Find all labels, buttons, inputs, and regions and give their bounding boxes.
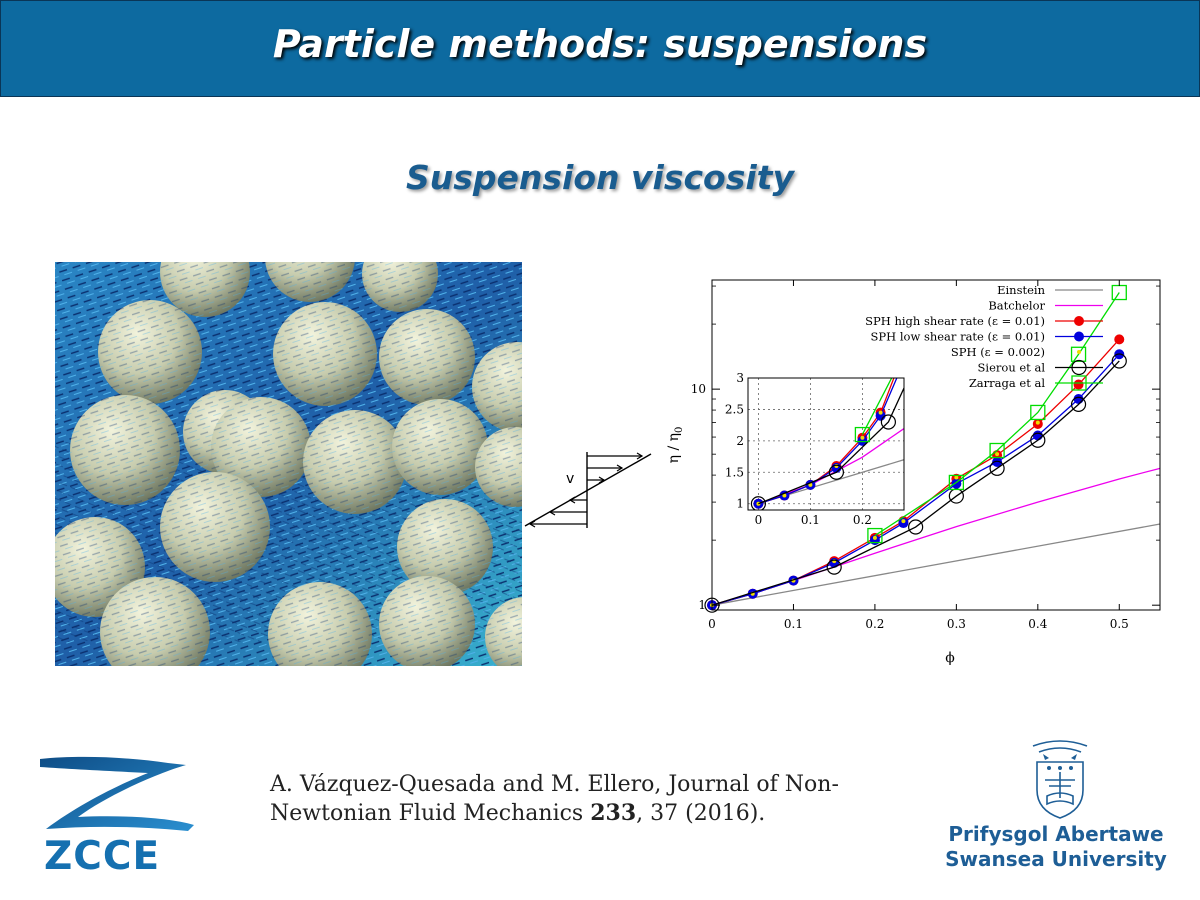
- inset-series-line-0: [758, 459, 904, 505]
- x-tick-label: 0.3: [947, 617, 966, 631]
- zcce-logo-text: ZCCE: [44, 834, 161, 879]
- inset-x-tick-label: 0: [755, 513, 763, 527]
- inset-x-tick-label: 0.1: [801, 513, 820, 527]
- series-point-6: [867, 527, 883, 544]
- series-point-5: [989, 460, 1005, 476]
- inset-series-point-6: [854, 426, 871, 443]
- x-tick-label: 0.1: [784, 617, 803, 631]
- inset-y-tick-label: 2.5: [725, 402, 744, 416]
- inset-y-tick-label: 1.5: [725, 465, 744, 479]
- legend-label-0: Einstein: [997, 283, 1045, 297]
- inset-series-point-3: [935, 272, 945, 282]
- legend-label-4: SPH (ε = 0.002): [951, 345, 1045, 359]
- inset-series-point-3: [857, 435, 868, 446]
- legend-label-3: SPH low shear rate (ε = 0.01): [871, 330, 1045, 344]
- inset-series-point-5: [828, 464, 844, 480]
- inset-frame: [747, 377, 905, 511]
- inset-series-point-5: [933, 289, 947, 303]
- series-point-5: [826, 559, 842, 575]
- series-point-6: [948, 474, 965, 491]
- legend-marker-2: [1074, 316, 1084, 326]
- series-point-2: [1073, 379, 1084, 390]
- inset-series-point-4: [782, 493, 787, 498]
- series-point-4: [1035, 420, 1040, 425]
- series-point-6: [1030, 404, 1046, 421]
- series-point-6: [1070, 346, 1087, 362]
- series-point-5: [908, 519, 924, 535]
- university-crest-icon: [1032, 740, 1088, 819]
- series-point-6: [989, 442, 1005, 459]
- series-line-6: [874, 292, 1120, 537]
- chart-frame: [711, 279, 1161, 611]
- slide-title: Particle methods: suspensions: [272, 22, 928, 66]
- university-name-welsh: Prifysgol Abertawe: [948, 822, 1164, 846]
- legend-label-6: Zarraga et al: [969, 376, 1046, 390]
- velocity-label: v: [566, 471, 574, 487]
- y-axis-label-main: η / η: [666, 433, 682, 463]
- x-tick-label: 0.4: [1028, 617, 1047, 631]
- inset-series-line-5: [758, 386, 904, 505]
- series-line-5: [711, 360, 1120, 606]
- legend-marker-3: [1074, 331, 1084, 342]
- legend-label-2: SPH high shear rate (ε = 0.01): [865, 314, 1045, 328]
- inset-series-point-5: [880, 414, 896, 430]
- inset-series-point-5: [907, 358, 921, 372]
- citation-line-2: Newtonian Fluid Mechanics 233, 37 (2016)…: [270, 799, 950, 828]
- y-axis-label: η / η0: [666, 427, 685, 464]
- legend-marker-5: [1071, 359, 1087, 376]
- inset-series-point-5: [750, 496, 766, 510]
- series-point-4: [872, 535, 877, 540]
- series-point-4: [954, 475, 959, 480]
- inset-series-point-4: [860, 435, 865, 440]
- y-tick-label: 10: [691, 382, 706, 396]
- series-line-0: [711, 523, 1161, 606]
- legend-label-5: Sierou et al: [978, 361, 1046, 375]
- series-point-4: [995, 452, 1000, 457]
- x-tick-label: 0.2: [865, 617, 884, 631]
- series-point-4: [901, 519, 906, 524]
- series-point-5: [1070, 396, 1087, 412]
- series-point-3: [1032, 430, 1043, 441]
- header-bar: [0, 0, 1200, 97]
- legend-marker-6: [1071, 375, 1087, 391]
- inset-series-group: [750, 272, 947, 510]
- inset-y-tick-label: 2: [736, 434, 744, 448]
- suspension-simulation-image: [55, 262, 522, 666]
- shear-flow-diagram: v: [524, 452, 652, 528]
- inset-series-point-4: [878, 410, 883, 415]
- citation: A. Vázquez-Quesada and M. Ellero, Journa…: [270, 770, 950, 828]
- university-name-english: Swansea University: [945, 847, 1167, 871]
- y-tick-label: 1: [698, 598, 706, 612]
- x-axis-label: ϕ: [945, 650, 955, 666]
- inset-y-tick-label: 3: [736, 371, 744, 385]
- citation-journal: Newtonian Fluid Mechanics: [270, 801, 591, 826]
- series-point-5: [1111, 353, 1127, 369]
- inset-y-tick-label: 1: [736, 497, 744, 511]
- series-point-5: [1030, 432, 1046, 448]
- legend-marker-4: [1077, 350, 1081, 354]
- svg-text:η / η0: η / η0: [666, 427, 685, 464]
- inset-background: [748, 378, 904, 510]
- series-point-2: [1114, 334, 1125, 345]
- x-tick-label: 0.5: [1110, 617, 1129, 631]
- velocity-arrows: [528, 452, 644, 528]
- y-axis-label-sub: 0: [674, 427, 685, 433]
- series-point-3: [992, 456, 1003, 467]
- citation-pages-year: , 37 (2016).: [636, 801, 766, 826]
- zcce-logo-icon: [40, 756, 194, 831]
- x-tick-label: 0: [708, 617, 716, 631]
- citation-line-1: A. Vázquez-Quesada and M. Ellero, Journa…: [270, 772, 839, 797]
- inset-x-tick-label: 0.2: [853, 513, 872, 527]
- slide-subtitle: Suspension viscosity: [406, 158, 794, 197]
- citation-volume: 233: [590, 800, 637, 826]
- legend-label-1: Batchelor: [988, 299, 1045, 313]
